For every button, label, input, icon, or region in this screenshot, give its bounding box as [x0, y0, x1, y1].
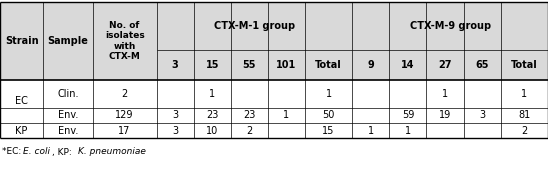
Text: 23: 23 — [206, 111, 219, 121]
Text: E. coli: E. coli — [23, 147, 50, 156]
Text: 1: 1 — [209, 89, 215, 99]
Text: 1: 1 — [326, 89, 332, 99]
Text: 27: 27 — [438, 60, 452, 70]
Text: , KP:: , KP: — [53, 147, 75, 156]
Text: 15: 15 — [322, 125, 335, 136]
Text: 2: 2 — [521, 125, 527, 136]
Text: Env.: Env. — [58, 111, 78, 121]
Text: 129: 129 — [116, 111, 134, 121]
Text: CTX-M-9 group: CTX-M-9 group — [409, 21, 490, 31]
Text: 55: 55 — [243, 60, 256, 70]
Text: 19: 19 — [439, 111, 451, 121]
Text: 1: 1 — [442, 89, 448, 99]
Text: 1: 1 — [368, 125, 374, 136]
Text: 1: 1 — [521, 89, 527, 99]
Text: 23: 23 — [243, 111, 255, 121]
Text: 9: 9 — [368, 60, 374, 70]
Text: CTX-M-1 group: CTX-M-1 group — [214, 21, 295, 31]
Text: 1: 1 — [283, 111, 289, 121]
Text: K. pneumoniae: K. pneumoniae — [78, 147, 145, 156]
Text: Env.: Env. — [58, 125, 78, 136]
Text: 15: 15 — [206, 60, 219, 70]
Text: 101: 101 — [276, 60, 296, 70]
Text: *EC:: *EC: — [2, 147, 24, 156]
Text: Sample: Sample — [48, 36, 88, 46]
Text: 3: 3 — [172, 125, 178, 136]
Text: KP: KP — [15, 125, 28, 136]
Text: No. of
isolates
with
CTX-M: No. of isolates with CTX-M — [105, 21, 145, 61]
Text: 2: 2 — [246, 125, 253, 136]
Text: Total: Total — [511, 60, 538, 70]
Text: Total: Total — [315, 60, 342, 70]
Text: 3: 3 — [479, 111, 485, 121]
Text: 65: 65 — [475, 60, 489, 70]
Text: 1: 1 — [405, 125, 411, 136]
Text: 59: 59 — [402, 111, 414, 121]
Text: 81: 81 — [518, 111, 530, 121]
Text: 17: 17 — [118, 125, 131, 136]
Text: 3: 3 — [172, 60, 179, 70]
Bar — [0, 2, 548, 80]
Text: Clin.: Clin. — [57, 89, 79, 99]
Bar — [0, 80, 548, 138]
Text: 3: 3 — [172, 111, 178, 121]
Text: 14: 14 — [401, 60, 415, 70]
Text: 10: 10 — [206, 125, 218, 136]
Text: Strain: Strain — [5, 36, 38, 46]
Text: 2: 2 — [122, 89, 128, 99]
Text: 50: 50 — [322, 111, 335, 121]
Text: EC: EC — [15, 96, 28, 106]
